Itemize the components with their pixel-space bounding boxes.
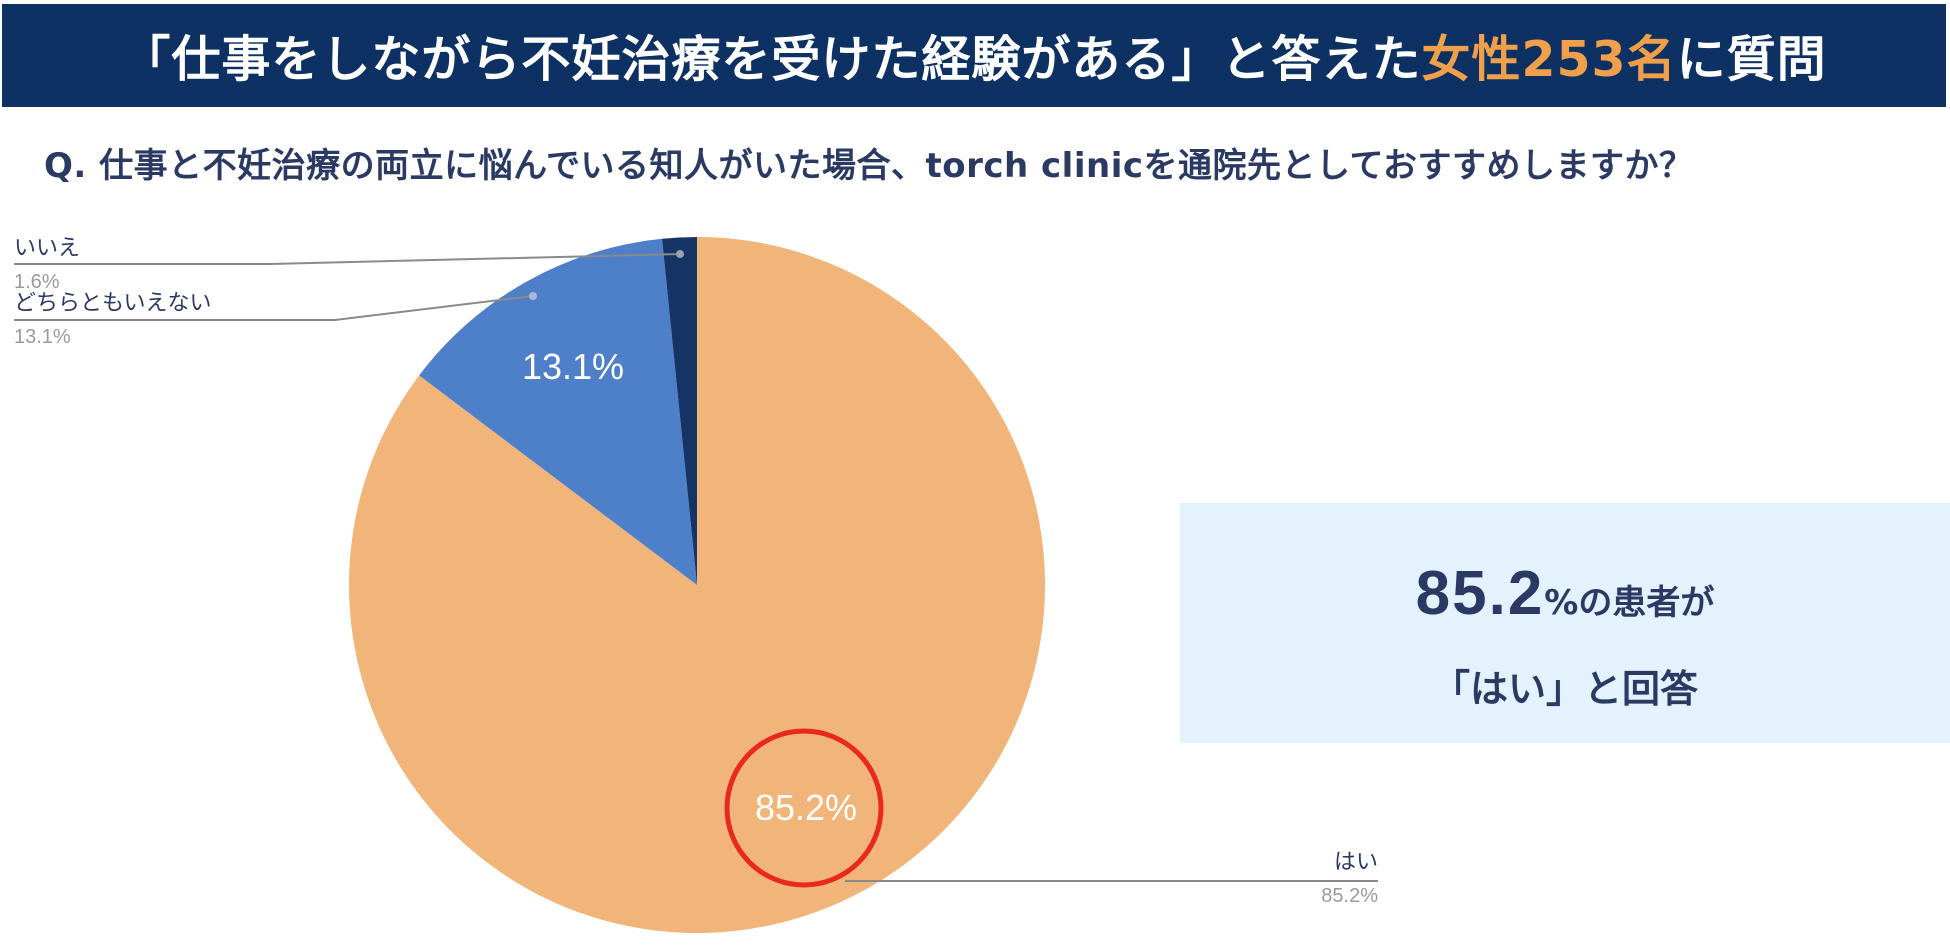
callout-line1: 85.2%の患者が xyxy=(1180,558,1950,629)
summary-callout: 85.2%の患者が 「はい」と回答 xyxy=(1180,503,1950,743)
pie-slice-2 xyxy=(662,237,697,585)
outer-label-yes: はい xyxy=(1334,850,1378,875)
callout-line2: 「はい」と回答 xyxy=(1431,667,1698,711)
leader-line-no xyxy=(14,253,681,265)
outer-label-no: いいえ xyxy=(14,236,80,261)
leader-dot-neutral xyxy=(529,292,537,300)
header-title: 「仕事をしながら不妊治療を受けた経験がある」と答えた女性253名に質問 xyxy=(121,20,1826,91)
question-text: Q. 仕事と不妊治療の両立に悩んでいる知人がいた場合、torch clinicを… xyxy=(44,146,1694,186)
header-banner: 「仕事をしながら不妊治療を受けた経験がある」と答えた女性253名に質問 xyxy=(2,4,1946,107)
header-title-highlight: 女性253名 xyxy=(1421,31,1677,88)
inner-label-yes: 85.2% xyxy=(755,787,857,828)
outer-value-neutral: 13.1% xyxy=(14,326,71,348)
header-title-post: に質問 xyxy=(1676,31,1827,88)
callout-line1-text: %の患者が xyxy=(1544,583,1715,623)
pie-slice-0 xyxy=(348,237,1045,934)
inner-label-neutral: 13.1% xyxy=(522,346,624,387)
header-title-pre: 「仕事をしながら不妊治療を受けた経験がある」と答えた xyxy=(121,31,1422,88)
pie-slice-1 xyxy=(419,238,697,585)
outer-value-no: 1.6% xyxy=(14,271,60,293)
highlight-circle xyxy=(724,728,884,888)
outer-label-neutral: どちらともいえない xyxy=(14,291,212,316)
leader-line-neutral xyxy=(14,295,534,321)
leader-dot-no xyxy=(676,250,684,258)
outer-value-yes: 85.2% xyxy=(1321,885,1378,907)
pie-slices xyxy=(348,237,1045,934)
callout-big-value: 85.2 xyxy=(1415,559,1545,628)
